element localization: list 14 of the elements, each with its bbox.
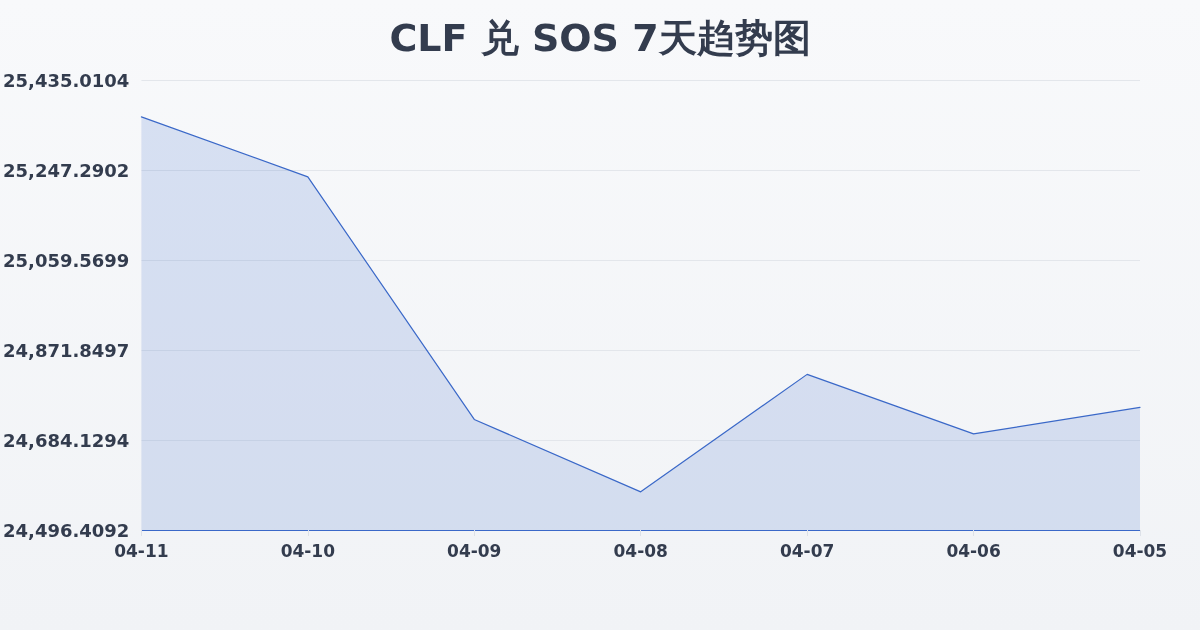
y-tick-label: 24,496.4092 xyxy=(2,519,130,541)
y-tick-label: 25,247.2902 xyxy=(2,159,130,181)
x-tick-label: 04-06 xyxy=(946,540,1001,561)
x-tick-label: 04-10 xyxy=(280,540,336,561)
y-tick-label: 25,059.5699 xyxy=(2,249,130,271)
y-tick-label: 24,684.1294 xyxy=(2,429,130,451)
x-tick-label: 04-11 xyxy=(114,540,169,561)
y-tick-label: 25,435.0104 xyxy=(2,69,130,91)
x-tick-label: 04-05 xyxy=(1112,540,1168,561)
chart-title: CLF 兑 SOS 7天趋势图 xyxy=(389,16,811,60)
x-tick-label: 04-08 xyxy=(613,540,668,561)
y-tick-label: 24,871.8497 xyxy=(2,339,130,361)
x-tick-label: 04-09 xyxy=(447,540,502,561)
x-tick-label: 04-07 xyxy=(779,540,835,561)
